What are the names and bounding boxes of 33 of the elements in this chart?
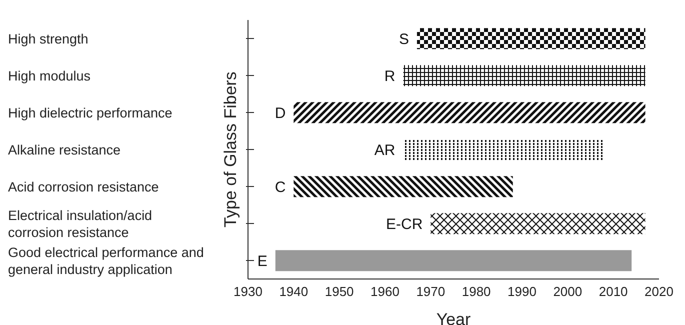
y-tick-label: High modulus (8, 68, 91, 83)
x-tick-label: 1950 (324, 284, 354, 300)
bar (294, 176, 513, 198)
y-tick-label: High strength (8, 31, 88, 46)
x-tick-label: 1940 (279, 284, 308, 300)
bar (430, 213, 646, 234)
x-tick-label: 1970 (416, 284, 446, 300)
x-tick-label: 2010 (598, 284, 628, 300)
bar (403, 65, 646, 86)
annotation: R (384, 68, 396, 85)
annotation: E (257, 252, 268, 270)
bar (416, 28, 646, 50)
x-tick-label: 1960 (370, 284, 400, 300)
x-tick-label: 2000 (553, 284, 582, 300)
annotation: D (274, 104, 286, 122)
bar (275, 250, 632, 272)
annotation: AR (374, 142, 396, 159)
x-tick-label: 1990 (508, 284, 536, 300)
y-tick-label: Alkaline resistance (8, 142, 121, 157)
x-tick-label: 1980 (462, 284, 491, 300)
annotation: E-CR (386, 216, 423, 233)
y-tick-label: Good electrical performance and general industry application (8, 244, 204, 276)
bar (294, 102, 646, 124)
x-tick-label: 1930 (234, 284, 262, 300)
x-tick-label: 2020 (644, 284, 674, 300)
y-tick-label: Acid corrosion resistance (8, 179, 159, 194)
annotation: C (274, 178, 286, 196)
annotation: S (398, 30, 409, 48)
y-tick-label: Electrical insulation/acid corrosion resistance (8, 208, 152, 240)
x-axis-title: Year (436, 310, 472, 325)
bar (403, 139, 604, 160)
y-tick-label: High dielectric performance (8, 105, 172, 120)
y-axis-title: Type of Glass Fibers (221, 72, 240, 228)
